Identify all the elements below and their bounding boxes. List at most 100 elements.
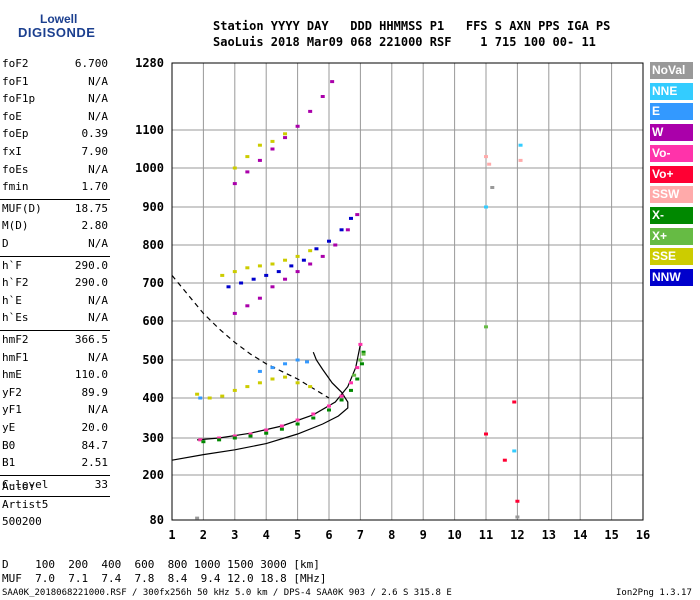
- autoscale-line3: 500200: [2, 515, 42, 528]
- echo-point: [289, 264, 294, 268]
- param-row: hmF1 N/A: [2, 351, 108, 364]
- x-tick-label: 16: [636, 528, 650, 542]
- echo-point: [301, 258, 306, 262]
- param-row: foE N/A: [2, 110, 108, 123]
- param-value: 2.80: [81, 219, 109, 233]
- echo-point: [320, 254, 325, 258]
- param-value: 366.5: [74, 333, 108, 346]
- echo-point: [232, 434, 237, 438]
- echo-point: [279, 424, 284, 428]
- echo-point: [518, 143, 523, 147]
- echo-point: [270, 285, 275, 289]
- param-value: 18.75: [74, 201, 108, 215]
- echo-point: [283, 132, 288, 136]
- echo-point: [245, 170, 250, 174]
- y-tick-label: 1100: [135, 123, 164, 137]
- echo-point: [279, 427, 284, 431]
- param-value: N/A: [88, 293, 108, 307]
- param-row: foF2 6.700: [2, 57, 108, 70]
- echo-point: [339, 398, 344, 402]
- param-value: N/A: [88, 237, 108, 250]
- param-row: B1 2.51: [2, 456, 108, 469]
- param-label: M(D): [2, 219, 29, 233]
- echo-point: [305, 360, 310, 364]
- autoscale-line1: Auto:: [2, 480, 36, 493]
- param-value: 290.0: [74, 276, 108, 290]
- echo-point: [283, 362, 288, 366]
- echo-point: [232, 436, 237, 440]
- echo-point: [308, 249, 313, 253]
- echo-point: [295, 270, 300, 274]
- echo-point: [251, 277, 256, 281]
- param-row: h`Es N/A: [2, 311, 108, 324]
- legend-entry: SSW: [650, 186, 693, 204]
- echo-point: [333, 243, 338, 247]
- echo-point: [257, 143, 262, 147]
- param-value: 1.70: [81, 180, 109, 194]
- x-tick-label: 6: [325, 528, 332, 542]
- echo-point: [220, 273, 225, 277]
- param-row: M(D) 2.80: [2, 219, 108, 232]
- echo-point: [207, 396, 212, 400]
- footer-version: Ion2Png 1.3.17: [616, 588, 692, 598]
- echo-point: [484, 325, 488, 329]
- y-tick-label: 400: [142, 391, 164, 405]
- echo-point: [257, 158, 262, 162]
- x-tick-label: 10: [447, 528, 461, 542]
- param-label: hmF2: [2, 333, 29, 346]
- y-tick-label: 1280: [135, 56, 164, 70]
- echo-point: [348, 216, 353, 220]
- echo-point: [320, 95, 325, 98]
- echo-point: [361, 350, 366, 354]
- echo-point: [264, 428, 269, 432]
- echo-point: [359, 362, 364, 366]
- param-value: 20.0: [81, 421, 109, 434]
- param-row: hmF2 366.5: [2, 333, 108, 346]
- echo-point: [487, 162, 492, 166]
- param-label: MUF(D): [2, 201, 42, 215]
- echo-point: [339, 394, 344, 398]
- echo-point: [232, 388, 237, 392]
- param-value: N/A: [88, 162, 108, 176]
- echo-point: [226, 285, 231, 289]
- echo-point: [308, 385, 313, 389]
- echo-point: [248, 432, 253, 436]
- muf-table-muf: MUF 7.0 7.1 7.4 7.8 8.4 9.4 12.0 18.8 [M…: [2, 572, 327, 585]
- param-label: h`E: [2, 293, 22, 307]
- param-row: MUF(D) 18.75: [2, 202, 108, 215]
- echo-point: [276, 270, 281, 274]
- x-tick-label: 4: [263, 528, 270, 542]
- param-label: B1: [2, 456, 16, 470]
- param-value: 6.700: [74, 57, 108, 70]
- echo-point: [245, 266, 250, 270]
- header-line2: SaoLuis 2018 Mar09 068 221000 RSF 1 715 …: [213, 35, 596, 49]
- echo-point: [198, 438, 203, 442]
- y-tick-label: 1000: [135, 161, 164, 175]
- param-value: 84.7: [81, 438, 109, 452]
- footer-file-info: SAA0K_2018068221000.RSF / 300fx256h 50 k…: [2, 588, 452, 598]
- echo-point: [245, 155, 250, 159]
- legend-entry: Vo-: [650, 144, 693, 162]
- param-value: N/A: [88, 92, 108, 106]
- echo-point: [232, 166, 237, 170]
- echo-point: [348, 388, 353, 392]
- legend-entry: Vo+: [650, 165, 693, 183]
- echo-point: [311, 412, 316, 416]
- param-value: N/A: [88, 109, 108, 123]
- echo-point: [248, 434, 253, 438]
- legend-entry: SSE: [650, 248, 693, 266]
- echo-point: [330, 80, 335, 84]
- y-tick-label: 900: [142, 200, 164, 214]
- param-label: C-level: [2, 477, 49, 491]
- echo-point: [257, 296, 262, 300]
- echo-point: [314, 247, 319, 251]
- x-tick-label: 8: [388, 528, 395, 542]
- density-profile-dashed-curve: [171, 275, 330, 399]
- echo-point: [311, 416, 316, 420]
- x-tick-label: 5: [294, 528, 301, 542]
- x-tick-label: 9: [420, 528, 427, 542]
- legend-entry: X-: [650, 206, 693, 224]
- param-row: D N/A: [2, 237, 108, 250]
- echo-point: [295, 418, 300, 422]
- param-value: 7.90: [81, 145, 109, 158]
